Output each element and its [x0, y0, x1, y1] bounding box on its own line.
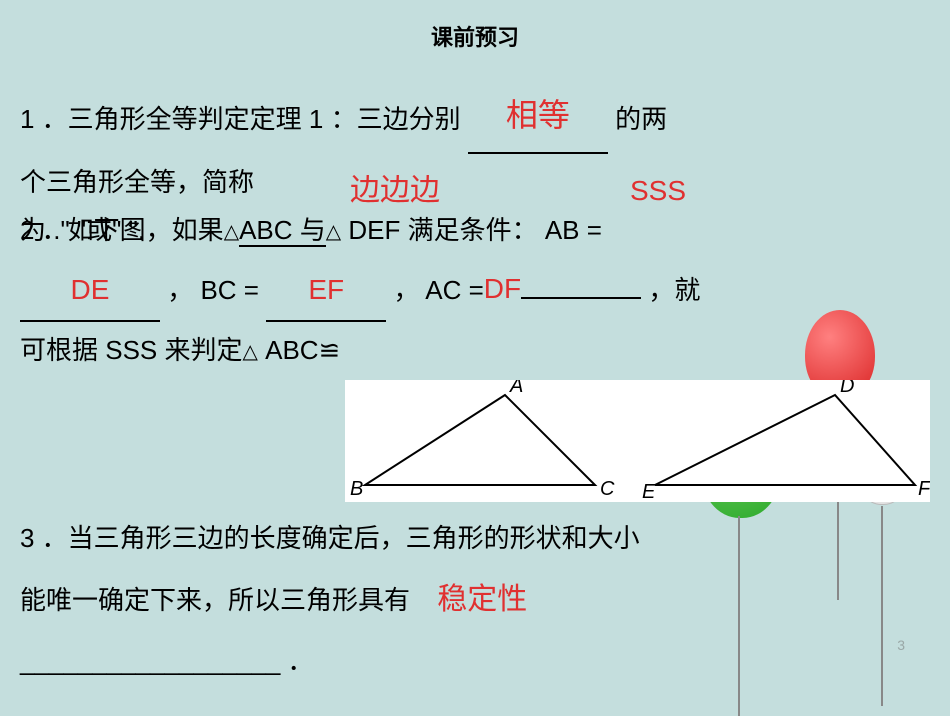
- q2-mid2: ， AC =: [393, 275, 483, 305]
- q2-ans-ef: EF: [308, 274, 344, 305]
- vertex-e: E: [642, 481, 656, 502]
- q2-ans-df: DF: [484, 273, 521, 304]
- q2-cong: ABC≌: [258, 335, 340, 365]
- triangle-symbol-1: △: [224, 221, 239, 243]
- slide-content: 1 ．三角形全等判定定理 1 ：三边分别 相等 的两 个三角形全等，简称 边边边…: [0, 52, 950, 690]
- q3-line3: __________________ ．: [20, 633, 930, 690]
- q2-line3: 可根据 SSS 来判定△ ABC≌: [20, 322, 930, 379]
- vertex-a: A: [509, 380, 523, 397]
- q2-text-a2: ABC 与: [239, 215, 326, 247]
- q3-line2-prefix: 能唯一确定下来，所以三角形具有: [20, 585, 410, 615]
- q2-blank-ef: EF: [266, 259, 386, 323]
- triangle-def: [655, 395, 915, 485]
- q2-line-last: 可根据 SSS 来判定: [20, 335, 242, 365]
- triangle-diagram: A B C D E F: [345, 380, 930, 502]
- q2-line2: DE ， BC = EF ， AC =DF ，就: [20, 259, 930, 323]
- q1-blank1: 相等: [468, 82, 608, 154]
- q2-blank-de: DE: [20, 259, 160, 323]
- q3-line2: 能唯一确定下来，所以三角形具有 稳定性: [20, 567, 930, 633]
- q2-text-a3: DEF 满足条件： AB =: [341, 215, 602, 245]
- triangle-symbol-3: △: [242, 341, 257, 363]
- page-number: 3: [897, 637, 905, 653]
- vertex-d: D: [840, 380, 854, 397]
- q1-line1: 1 ．三角形全等判定定理 1 ：三边分别 相等 的两: [20, 82, 930, 154]
- q1-line2-prefix: 个三角形全等，简称: [20, 167, 254, 197]
- q2-blank-df: [521, 297, 641, 299]
- q1-answer1: 相等: [506, 97, 570, 133]
- q3-line1: 3 ．当三角形三边的长度确定后，三角形的形状和大小: [20, 510, 930, 567]
- slide-title: 课前预习: [0, 0, 950, 52]
- triangle-svg: A B C D E F: [345, 380, 930, 502]
- vertex-c: C: [600, 478, 615, 500]
- triangle-abc: [365, 395, 595, 485]
- triangle-symbol-2: △: [326, 221, 341, 243]
- q2-mid1: ， BC =: [167, 275, 259, 305]
- vertex-f: F: [918, 478, 930, 500]
- q1-prefix: 1 ．三角形全等判定定理 1 ：三边分别: [20, 104, 461, 134]
- q1-line3: 为 ." "或" ".: [20, 202, 145, 259]
- vertex-b: B: [350, 478, 363, 500]
- q3-answer: 稳定性: [437, 583, 527, 616]
- q2-ans-de: DE: [71, 274, 110, 305]
- q1-line3-q2-line1: 为 ." "或" ". 2 ．如下图，如果△ABC 与△ DEF 满足条件： A…: [20, 202, 930, 259]
- q1-tail1: 的两: [615, 104, 667, 134]
- q2-tail: ，就: [648, 275, 700, 305]
